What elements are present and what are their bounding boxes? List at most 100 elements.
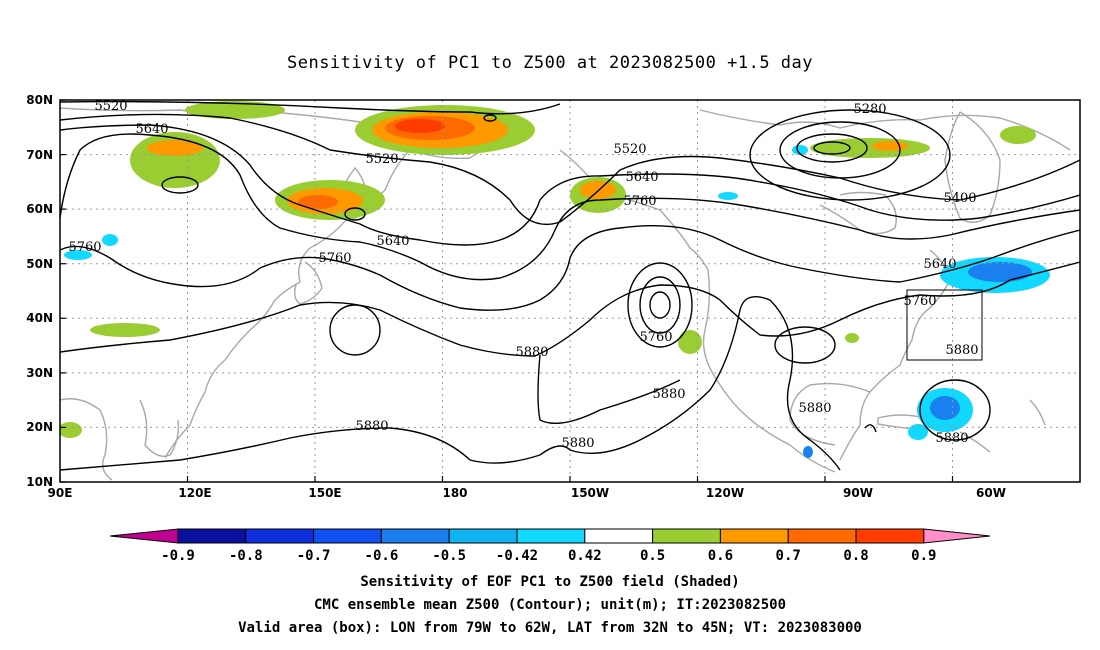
x-tick-label: 90E xyxy=(48,486,73,500)
contour-line xyxy=(919,379,991,441)
contour-label: 5880 xyxy=(652,387,685,402)
contour-line xyxy=(60,100,561,115)
contour-line xyxy=(813,141,851,155)
shade-negative xyxy=(64,250,92,260)
contour-label: 5520 xyxy=(613,142,646,157)
contour-label: 5520 xyxy=(365,152,398,167)
contour-label: 5640 xyxy=(625,170,658,185)
contour-label: 5760 xyxy=(639,330,672,345)
colorbar-label: 0.5 xyxy=(640,548,665,564)
x-tick-label: 150E xyxy=(308,486,341,500)
coast-caribbean xyxy=(959,399,1046,453)
colorbar-label: -0.42 xyxy=(496,548,538,564)
contour-line xyxy=(60,225,1080,311)
coast-north-america-west xyxy=(702,269,836,473)
colorbar-segment xyxy=(313,528,382,544)
contour-line xyxy=(774,326,836,364)
contour-line xyxy=(639,276,681,334)
contour-labels: 5520 5640 5520 5640 5760 5760 5880 5880 … xyxy=(68,100,978,451)
colorbar-label: 0.7 xyxy=(776,548,801,564)
sensitivity-shading xyxy=(60,101,1050,458)
contour-line xyxy=(483,114,497,122)
y-tick-label: 10N xyxy=(26,475,53,489)
shade-negative xyxy=(803,446,813,458)
contour-label: 5640 xyxy=(376,234,409,249)
shade-positive xyxy=(1000,126,1036,144)
colorbar-segment xyxy=(652,528,721,544)
colorbar-segment xyxy=(787,528,857,544)
shade-positive xyxy=(185,101,285,119)
colorbar-segment xyxy=(855,528,925,544)
contour-label: 5760 xyxy=(903,294,936,309)
contour-label: 5760 xyxy=(318,251,351,266)
y-tick-label: 60N xyxy=(26,202,53,216)
contour-line xyxy=(60,124,1080,246)
shade-positive xyxy=(395,119,445,133)
gridlines xyxy=(60,100,1080,482)
shade-positive xyxy=(845,333,859,343)
contour-line xyxy=(161,176,199,194)
coast-greenland xyxy=(944,111,1001,223)
y-tick-label: 50N xyxy=(26,257,53,271)
colorbar-label: 0.9 xyxy=(911,548,936,564)
shade-negative xyxy=(102,234,118,246)
shade-negative xyxy=(968,262,1032,282)
colorbar-label: -0.8 xyxy=(229,548,263,564)
x-axis-labels: 90E 120E 150E 180 150W 120W 90W 60W xyxy=(48,486,1006,500)
contour-line xyxy=(537,354,681,425)
coast-arctic-islands xyxy=(699,109,1071,151)
contour-line xyxy=(329,304,381,356)
shade-negative xyxy=(908,424,928,440)
contour-line xyxy=(749,109,951,201)
shade-negative xyxy=(930,396,960,420)
contour-line xyxy=(60,133,1080,281)
colorbar-segment xyxy=(177,528,247,544)
map-panel: 5520 5640 5520 5640 5760 5760 5880 5880 … xyxy=(26,93,1081,500)
colorbar-segment xyxy=(584,528,654,544)
colorbar: -0.9 -0.8 -0.7 -0.6 -0.5 -0.42 0.42 0.5 … xyxy=(109,528,991,564)
contour-label: 5880 xyxy=(561,436,594,451)
y-tick-label: 80N xyxy=(26,93,53,107)
colorbar-label: 0.8 xyxy=(843,548,868,564)
colorbar-segment xyxy=(516,528,586,544)
colorbar-arrow-left xyxy=(109,528,179,544)
colorbar-label: -0.5 xyxy=(432,548,466,564)
colorbar-segment xyxy=(245,528,315,544)
contour-line xyxy=(344,207,366,221)
y-tick-label: 70N xyxy=(26,148,53,162)
x-tick-label: 180 xyxy=(442,486,467,500)
contour-label: 5880 xyxy=(945,343,978,358)
coast-gulf xyxy=(789,382,871,446)
contour-line xyxy=(796,133,868,163)
shade-positive xyxy=(872,141,908,151)
colorbar-arrow-right xyxy=(923,528,991,544)
contour-label: 5280 xyxy=(853,102,886,117)
colorbar-label: 0.6 xyxy=(708,548,733,564)
x-tick-label: 120W xyxy=(706,486,744,500)
shade-positive xyxy=(678,330,702,354)
caption-valid-area: Valid area (box): LON from 79W to 62W, L… xyxy=(238,620,862,636)
x-tick-label: 150W xyxy=(571,486,609,500)
contour-line xyxy=(649,291,671,319)
colorbar-segment xyxy=(448,528,518,544)
contour-line xyxy=(779,121,901,179)
contour-label: 5880 xyxy=(355,419,388,434)
shade-negative xyxy=(792,145,808,155)
shade-positive xyxy=(60,422,82,438)
shade-positive xyxy=(298,195,338,209)
caption-contour: CMC ensemble mean Z500 (Contour); unit(m… xyxy=(313,597,786,613)
contour-label: 5880 xyxy=(935,431,968,446)
contour-line xyxy=(864,424,877,433)
shade-positive xyxy=(90,323,160,337)
valid-area-box xyxy=(906,289,983,361)
contour-label: 5760 xyxy=(623,194,656,209)
contour-line xyxy=(627,262,693,348)
coast-hudson xyxy=(819,191,897,235)
map-title: Sensitivity of PC1 to Z500 at 2023082500… xyxy=(287,53,813,73)
y-tick-label: 20N xyxy=(26,420,53,434)
colorbar-label: 0.42 xyxy=(568,548,602,564)
contour-label: 5880 xyxy=(798,401,831,416)
coast-southeast-asia xyxy=(60,398,180,481)
shade-negative xyxy=(718,192,738,200)
